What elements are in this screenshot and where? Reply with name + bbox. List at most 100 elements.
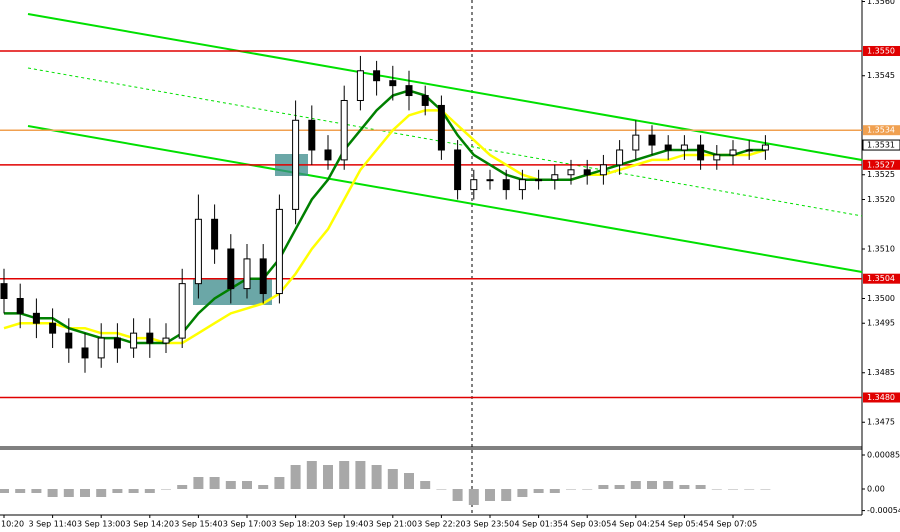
- candle-body: [32, 312, 40, 324]
- osc-bar: [0, 489, 9, 493]
- channel-line: [27, 13, 863, 161]
- level-label-box: [863, 45, 900, 56]
- osc-bar: [420, 481, 431, 489]
- candle-body: [243, 258, 251, 290]
- osc-bar: [404, 473, 414, 489]
- x-tick-label: 3 Sep 22:20: [417, 520, 465, 529]
- osc-bar: [582, 489, 593, 490]
- candle-body: [178, 283, 186, 339]
- candle-body: [275, 208, 283, 295]
- y-tick-label: 1.3475: [867, 418, 895, 427]
- candle-body: [454, 149, 462, 191]
- candle-body: [81, 347, 89, 359]
- osc-bar: [436, 489, 447, 490]
- candle-body: [259, 258, 267, 295]
- candle-body: [97, 337, 105, 359]
- level-label-box: [863, 125, 900, 136]
- candle-body: [373, 70, 381, 82]
- osc-bar: [80, 489, 90, 497]
- osc-bar: [128, 489, 139, 493]
- candle-body: [713, 154, 721, 161]
- level-label-box: [863, 159, 900, 170]
- candle-body: [599, 164, 607, 176]
- candle-body: [65, 332, 73, 349]
- x-tick-label: 3 Sep 11:40: [28, 520, 76, 529]
- x-tick-label: 3 Sep 13:00: [77, 520, 125, 529]
- osc-bar: [225, 481, 236, 489]
- candle-body: [535, 179, 543, 182]
- y-tick-label: 1.3525: [867, 170, 895, 179]
- osc-bar: [323, 465, 333, 489]
- y-tick-label: 1.3510: [867, 244, 895, 253]
- osc-bar: [177, 485, 188, 489]
- osc-bar: [663, 481, 674, 489]
- osc-bar: [614, 485, 625, 489]
- candle-body: [486, 179, 494, 182]
- candle-body: [551, 174, 559, 181]
- osc-bar: [258, 485, 269, 489]
- candle-body: [211, 218, 219, 250]
- candle-body: [729, 149, 737, 156]
- osc-bar: [306, 461, 317, 489]
- current-price-box: [862, 139, 900, 151]
- osc-bar: [144, 489, 155, 493]
- osc-bar: [760, 489, 771, 490]
- osc-bar: [744, 489, 755, 490]
- candle-body: [616, 149, 624, 166]
- x-tick-label: 3 Sep 19:40: [320, 520, 368, 529]
- channel-line: [27, 125, 863, 273]
- candle-body: [113, 337, 121, 349]
- candle-body: [292, 119, 300, 210]
- candle-body: [421, 95, 429, 106]
- osc-bar: [96, 489, 107, 497]
- x-tick-label: 4 Sep 05:45: [660, 520, 708, 529]
- osc-bar: [15, 489, 26, 493]
- osc-bar: [533, 489, 544, 493]
- candle-body: [146, 332, 154, 344]
- candle-body: [324, 149, 332, 161]
- candle-body: [162, 337, 170, 344]
- candle-body: [761, 144, 769, 151]
- candle-body: [130, 332, 138, 349]
- osc-bar: [290, 465, 301, 489]
- osc-bar: [566, 489, 576, 490]
- level-label: 1.3550: [867, 46, 895, 55]
- osc-tick-label: -0.00054: [867, 506, 900, 515]
- x-tick-label: 3 Sep 15:40: [174, 520, 222, 529]
- level-label: 1.3534: [867, 126, 895, 135]
- osc-bar: [355, 461, 366, 489]
- level-label-box: [863, 273, 900, 284]
- current-price-label: 1.3531: [867, 141, 895, 150]
- candle-body: [583, 169, 591, 176]
- y-tick-label: 1.3545: [867, 71, 895, 80]
- level-label: 1.3527: [867, 160, 895, 169]
- candle-body: [0, 283, 8, 299]
- osc-bar: [209, 477, 220, 489]
- candle-body: [437, 104, 445, 151]
- candle-body: [405, 85, 413, 97]
- osc-bar: [242, 481, 252, 489]
- osc-bar: [63, 489, 74, 497]
- level-label: 1.3504: [867, 274, 895, 283]
- candle-body: [340, 99, 348, 161]
- osc-bar: [274, 477, 285, 489]
- osc-bar: [468, 489, 479, 505]
- y-tick-label: 1.3500: [867, 294, 895, 303]
- osc-bar: [598, 485, 609, 489]
- candle-body: [648, 134, 656, 146]
- candle-body: [502, 179, 510, 191]
- x-tick-label: 3 Sep 17:00: [223, 520, 271, 529]
- x-tick-label: 4 Sep 01:35: [514, 520, 562, 529]
- y-tick-label: 1.3560: [867, 0, 895, 6]
- x-tick-label: 4 Sep 07:05: [709, 520, 757, 529]
- osc-bar: [647, 481, 657, 489]
- osc-bar: [711, 489, 722, 490]
- candle-body: [745, 149, 753, 152]
- y-tick-label: 1.3520: [867, 195, 895, 204]
- candle-body: [356, 70, 364, 101]
- x-tick-label: 3 Sep 21:00: [369, 520, 417, 529]
- osc-bar: [517, 489, 528, 497]
- y-tick-label: 1.3495: [867, 319, 895, 328]
